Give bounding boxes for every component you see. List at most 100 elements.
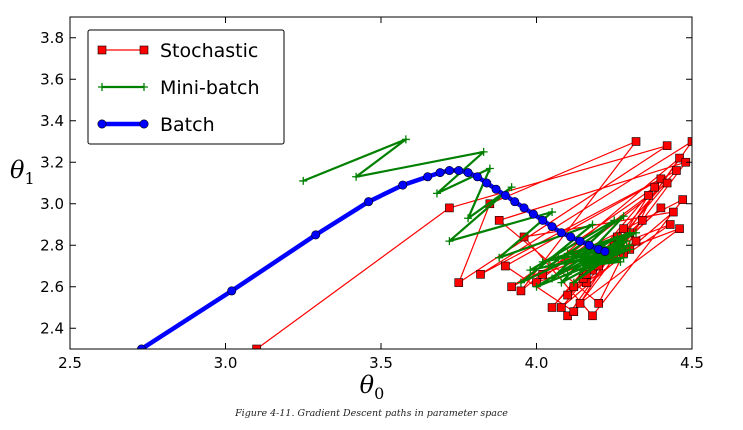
- data-point-batch: [444, 166, 454, 176]
- data-point-mini-batch: [548, 208, 557, 217]
- data-point-stochastic: [501, 261, 510, 271]
- data-point-batch: [538, 215, 548, 225]
- legend-swatch-marker: [140, 83, 148, 91]
- data-point-mini-batch: [516, 278, 525, 287]
- data-point-stochastic: [494, 216, 504, 225]
- data-point-mini-batch: [432, 189, 441, 198]
- data-point-mini-batch: [526, 266, 535, 275]
- data-point-stochastic: [644, 191, 653, 200]
- data-point-batch: [472, 172, 482, 182]
- data-point-stochastic: [675, 224, 684, 233]
- data-point-batch: [423, 172, 433, 182]
- data-point-stochastic: [476, 269, 485, 279]
- data-point-batch: [364, 197, 374, 207]
- data-point-mini-batch: [445, 237, 454, 246]
- legend-box: [87, 29, 285, 145]
- data-point-stochastic: [507, 282, 516, 292]
- data-point-stochastic: [547, 303, 557, 312]
- data-point-mini-batch: [554, 253, 563, 262]
- series-layer: [137, 135, 692, 349]
- data-point-batch: [500, 190, 510, 200]
- legend-entry-mini-batch: Mini-batch: [98, 77, 260, 99]
- data-point-stochastic: [588, 311, 597, 321]
- legend-swatch-marker: [97, 119, 107, 129]
- data-point-stochastic: [516, 286, 526, 296]
- data-point-stochastic: [669, 207, 678, 217]
- legend-swatch-marker: [97, 45, 107, 55]
- data-point-mini-batch: [616, 245, 625, 254]
- data-point-mini-batch: [619, 212, 628, 221]
- data-point-batch: [454, 166, 464, 176]
- data-point-mini-batch: [613, 232, 622, 241]
- data-point-mini-batch: [563, 270, 572, 279]
- legend-label-batch: Batch: [160, 114, 215, 136]
- series-mini-batch: [299, 135, 641, 291]
- data-point-stochastic: [665, 220, 675, 229]
- legend-swatch-marker: [98, 83, 106, 91]
- data-point-batch: [435, 168, 445, 178]
- data-point-stochastic: [569, 307, 579, 316]
- data-point-stochastic: [557, 303, 566, 312]
- data-point-stochastic: [619, 224, 628, 233]
- data-point-mini-batch: [616, 257, 625, 266]
- data-point-mini-batch: [588, 220, 597, 229]
- data-point-mini-batch: [610, 241, 619, 250]
- data-point-stochastic: [678, 195, 687, 204]
- y-tick-label: 3.0: [40, 195, 64, 213]
- data-point-batch: [227, 286, 237, 296]
- ticks-layer: 2.5 3.0 3.5 4.0 4.5 2.4 2.6 2.8 3.0 3.2 3.4 3.6 3.8: [40, 17, 704, 372]
- data-point-mini-batch: [582, 253, 591, 262]
- data-point-stochastic: [563, 290, 572, 300]
- data-point-stochastic: [637, 216, 647, 225]
- data-point-stochastic: [662, 141, 672, 150]
- data-point-mini-batch: [548, 274, 557, 283]
- data-point-mini-batch: [619, 253, 628, 262]
- legend-entry-batch: Batch: [97, 114, 215, 136]
- data-point-batch: [556, 228, 566, 238]
- data-point-stochastic: [252, 344, 261, 349]
- y-tick-label: 2.8: [40, 236, 64, 254]
- x-tick-label: 4.0: [525, 354, 549, 372]
- legend-swatch-marker: [139, 119, 149, 129]
- legend: Stochastic Mini-batch Batch: [87, 29, 285, 145]
- x-tick-label: 3.0: [214, 354, 238, 372]
- data-point-mini-batch: [532, 282, 541, 291]
- y-tick-label: 2.6: [40, 278, 64, 296]
- series-line-mini-batch: [302, 138, 638, 288]
- data-point-mini-batch: [464, 214, 473, 223]
- y-tick-label: 2.4: [40, 319, 64, 337]
- data-point-mini-batch: [352, 172, 361, 181]
- data-point-stochastic: [650, 182, 659, 192]
- data-point-batch: [528, 209, 538, 219]
- data-point-batch: [575, 236, 585, 246]
- data-point-stochastic: [594, 299, 604, 308]
- data-point-mini-batch: [557, 278, 566, 287]
- y-tick-label: 3.8: [40, 29, 64, 47]
- data-point-mini-batch: [572, 253, 581, 262]
- data-point-mini-batch: [576, 266, 585, 275]
- data-point-batch: [584, 240, 594, 250]
- series-batch: [137, 166, 610, 349]
- data-point-stochastic: [656, 203, 666, 213]
- data-point-batch: [519, 203, 529, 213]
- data-point-batch: [398, 180, 408, 190]
- x-tick-label: 3.5: [369, 354, 393, 372]
- data-point-mini-batch: [507, 183, 516, 192]
- data-point-mini-batch: [625, 241, 634, 250]
- data-point-batch: [510, 197, 520, 207]
- data-point-stochastic: [454, 278, 464, 287]
- data-point-mini-batch: [588, 257, 597, 266]
- data-point-stochastic: [687, 137, 692, 146]
- data-point-batch: [566, 232, 576, 242]
- data-point-mini-batch: [479, 147, 488, 156]
- y-tick-label: 3.4: [40, 112, 64, 130]
- data-point-mini-batch: [625, 228, 634, 237]
- data-point-mini-batch: [563, 249, 572, 258]
- data-point-stochastic: [662, 178, 672, 188]
- data-point-mini-batch: [299, 176, 308, 185]
- data-point-batch: [311, 230, 321, 240]
- data-point-stochastic: [672, 166, 681, 175]
- data-point-batch: [491, 184, 501, 194]
- x-tick-label: 4.5: [680, 354, 704, 372]
- x-tick-label: 2.5: [58, 354, 82, 372]
